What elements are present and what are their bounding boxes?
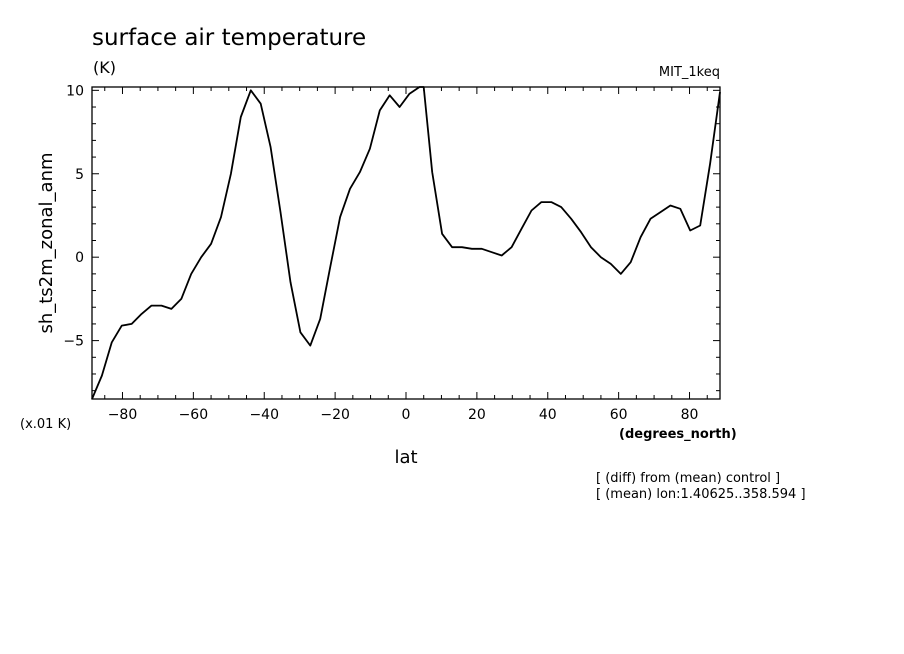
x-tick-label: −40	[249, 407, 279, 423]
series-line	[91, 86, 721, 400]
x-tick-label: 40	[539, 407, 557, 423]
y-tick-label: 10	[66, 83, 84, 99]
axis-ticks	[92, 87, 720, 399]
x-tick-labels: −80 −60 −40 −20 0 20 40 60 80	[108, 407, 699, 423]
chart-units: (K)	[93, 58, 116, 77]
y-tick-label: 5	[75, 167, 84, 183]
y-tick-labels: −5 0 5 10	[63, 83, 84, 349]
plot-frame	[91, 86, 721, 400]
x-tick-label: −60	[179, 407, 209, 423]
scale-note: (x.01 K)	[20, 417, 71, 432]
model-name: MIT_1keq	[659, 65, 720, 80]
x-tick-label: −80	[108, 407, 138, 423]
x-tick-label: −20	[320, 407, 350, 423]
x-axis-label: lat	[394, 447, 417, 468]
note-mean: [ (mean) lon:1.40625..358.594 ]	[596, 487, 806, 502]
x-tick-label: 0	[402, 407, 411, 423]
chart-title: surface air temperature	[92, 25, 366, 51]
y-axis-label: sh_ts2m_zonal_anm	[36, 152, 57, 333]
y-tick-label: 0	[75, 250, 84, 266]
x-tick-label: 60	[610, 407, 628, 423]
x-tick-label: 20	[468, 407, 486, 423]
y-tick-label: −5	[63, 334, 84, 350]
x-tick-label: 80	[681, 407, 699, 423]
note-diff: [ (diff) from (mean) control ]	[596, 471, 780, 486]
x-units-label: (degrees_north)	[619, 427, 737, 442]
